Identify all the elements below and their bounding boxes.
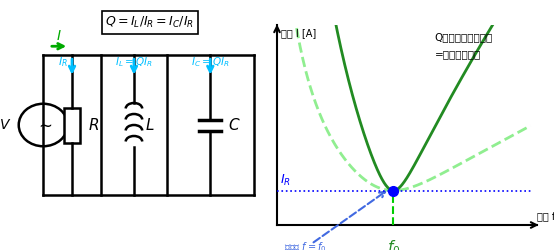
Text: $I_R$: $I_R$	[58, 55, 68, 69]
Text: $Q = I_L/I_R = I_C/I_R$: $Q = I_L/I_R = I_C/I_R$	[105, 15, 194, 30]
Text: $C$: $C$	[228, 117, 240, 133]
Text: $I_C=QI_R$: $I_C=QI_R$	[191, 55, 230, 69]
Text: Q値越大，锐度越大: Q値越大，锐度越大	[434, 32, 493, 42]
Text: $L$: $L$	[146, 117, 155, 133]
Text: $V$: $V$	[0, 118, 12, 132]
Text: 谐振时 $f=f_0$: 谐振时 $f=f_0$	[284, 240, 326, 250]
Text: 电流 I [A]: 电流 I [A]	[281, 28, 316, 38]
Text: 频率 f [Hz]: 频率 f [Hz]	[537, 211, 554, 221]
Text: =频率选择性高: =频率选择性高	[434, 49, 481, 59]
Text: $\sim$: $\sim$	[34, 116, 52, 134]
Text: $I_R$: $I_R$	[280, 173, 291, 188]
Text: $I_L=QI_R$: $I_L=QI_R$	[115, 55, 153, 69]
Bar	[64, 108, 80, 142]
Text: $I$: $I$	[56, 29, 62, 43]
Text: $R$: $R$	[88, 117, 99, 133]
Text: $f_0$: $f_0$	[387, 239, 400, 250]
